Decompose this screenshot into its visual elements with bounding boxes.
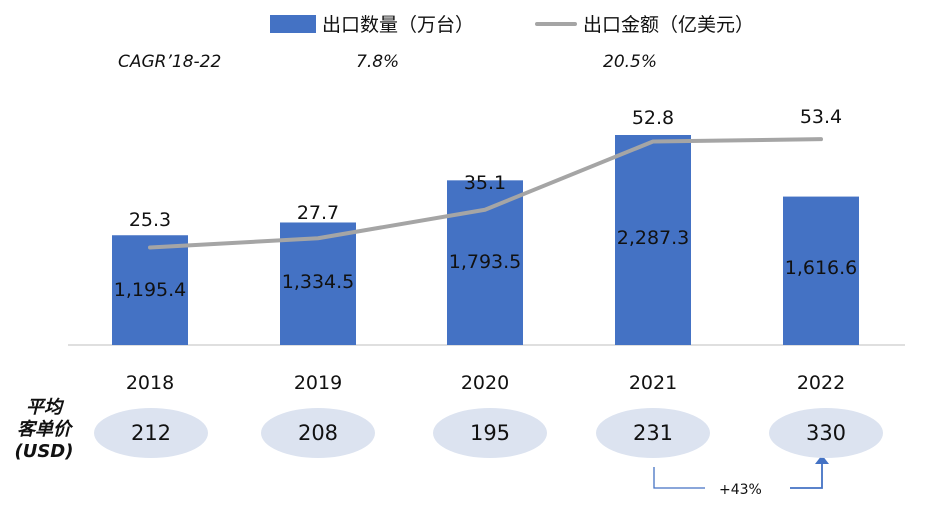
legend-label-volume: 出口数量（万台）: [322, 14, 475, 36]
legend-swatch-line: [535, 21, 577, 26]
avg-price-label: 平均 客单价 (USD): [4, 397, 84, 463]
avg-price-2019: 208: [261, 408, 375, 458]
legend-item-volume: 出口数量（万台）: [270, 10, 474, 37]
bar-2022: [783, 196, 859, 345]
line-label-2022: 53.4: [800, 106, 842, 128]
chart-legend: 出口数量（万台） 出口金额（亿美元）: [0, 10, 932, 40]
x-tick-2019: 2019: [294, 372, 342, 394]
avg-price-label-line3: (USD): [14, 441, 74, 462]
avg-price-2020: 195: [433, 408, 547, 458]
bar-2021: [615, 135, 691, 345]
line-label-2021: 52.8: [632, 107, 674, 129]
cagr-label: CAGR’18-22: [118, 52, 222, 72]
growth-annotation: +43%: [719, 482, 762, 498]
bar-label-2020: 1,793.5: [449, 251, 522, 273]
line-label-2020: 35.1: [464, 172, 506, 194]
avg-price-label-line2: 客单价: [17, 419, 71, 440]
x-tick-2021: 2021: [629, 372, 677, 394]
avg-price-2018: 212: [94, 408, 208, 458]
avg-price-2021: 231: [596, 408, 710, 458]
bar-label-2022: 1,616.6: [785, 257, 858, 279]
line-series-export-value: [148, 137, 823, 250]
bar-2019: [280, 222, 356, 345]
cagr-volume: 7.8%: [356, 52, 400, 72]
growth-bracket-right: [790, 462, 823, 489]
legend-label-value: 出口金额（亿美元）: [583, 14, 755, 36]
avg-price-2022: 330: [769, 408, 883, 458]
legend-swatch-bar: [270, 14, 316, 33]
x-tick-2020: 2020: [461, 372, 509, 394]
line-label-2019: 27.7: [297, 202, 339, 224]
bar-label-2018: 1,195.4: [114, 279, 187, 301]
x-tick-2018: 2018: [126, 372, 174, 394]
line-label-2018: 25.3: [129, 209, 171, 231]
x-tick-2022: 2022: [797, 372, 845, 394]
bar-label-2019: 1,334.5: [282, 271, 355, 293]
cagr-value: 20.5%: [603, 52, 658, 72]
bar-2018: [112, 235, 188, 345]
avg-price-label-line1: 平均: [26, 397, 62, 418]
bar-label-2021: 2,287.3: [617, 227, 690, 249]
legend-item-value: 出口金额（亿美元）: [535, 10, 754, 37]
growth-arrow-head: [815, 455, 829, 464]
growth-bracket-left: [653, 467, 705, 489]
